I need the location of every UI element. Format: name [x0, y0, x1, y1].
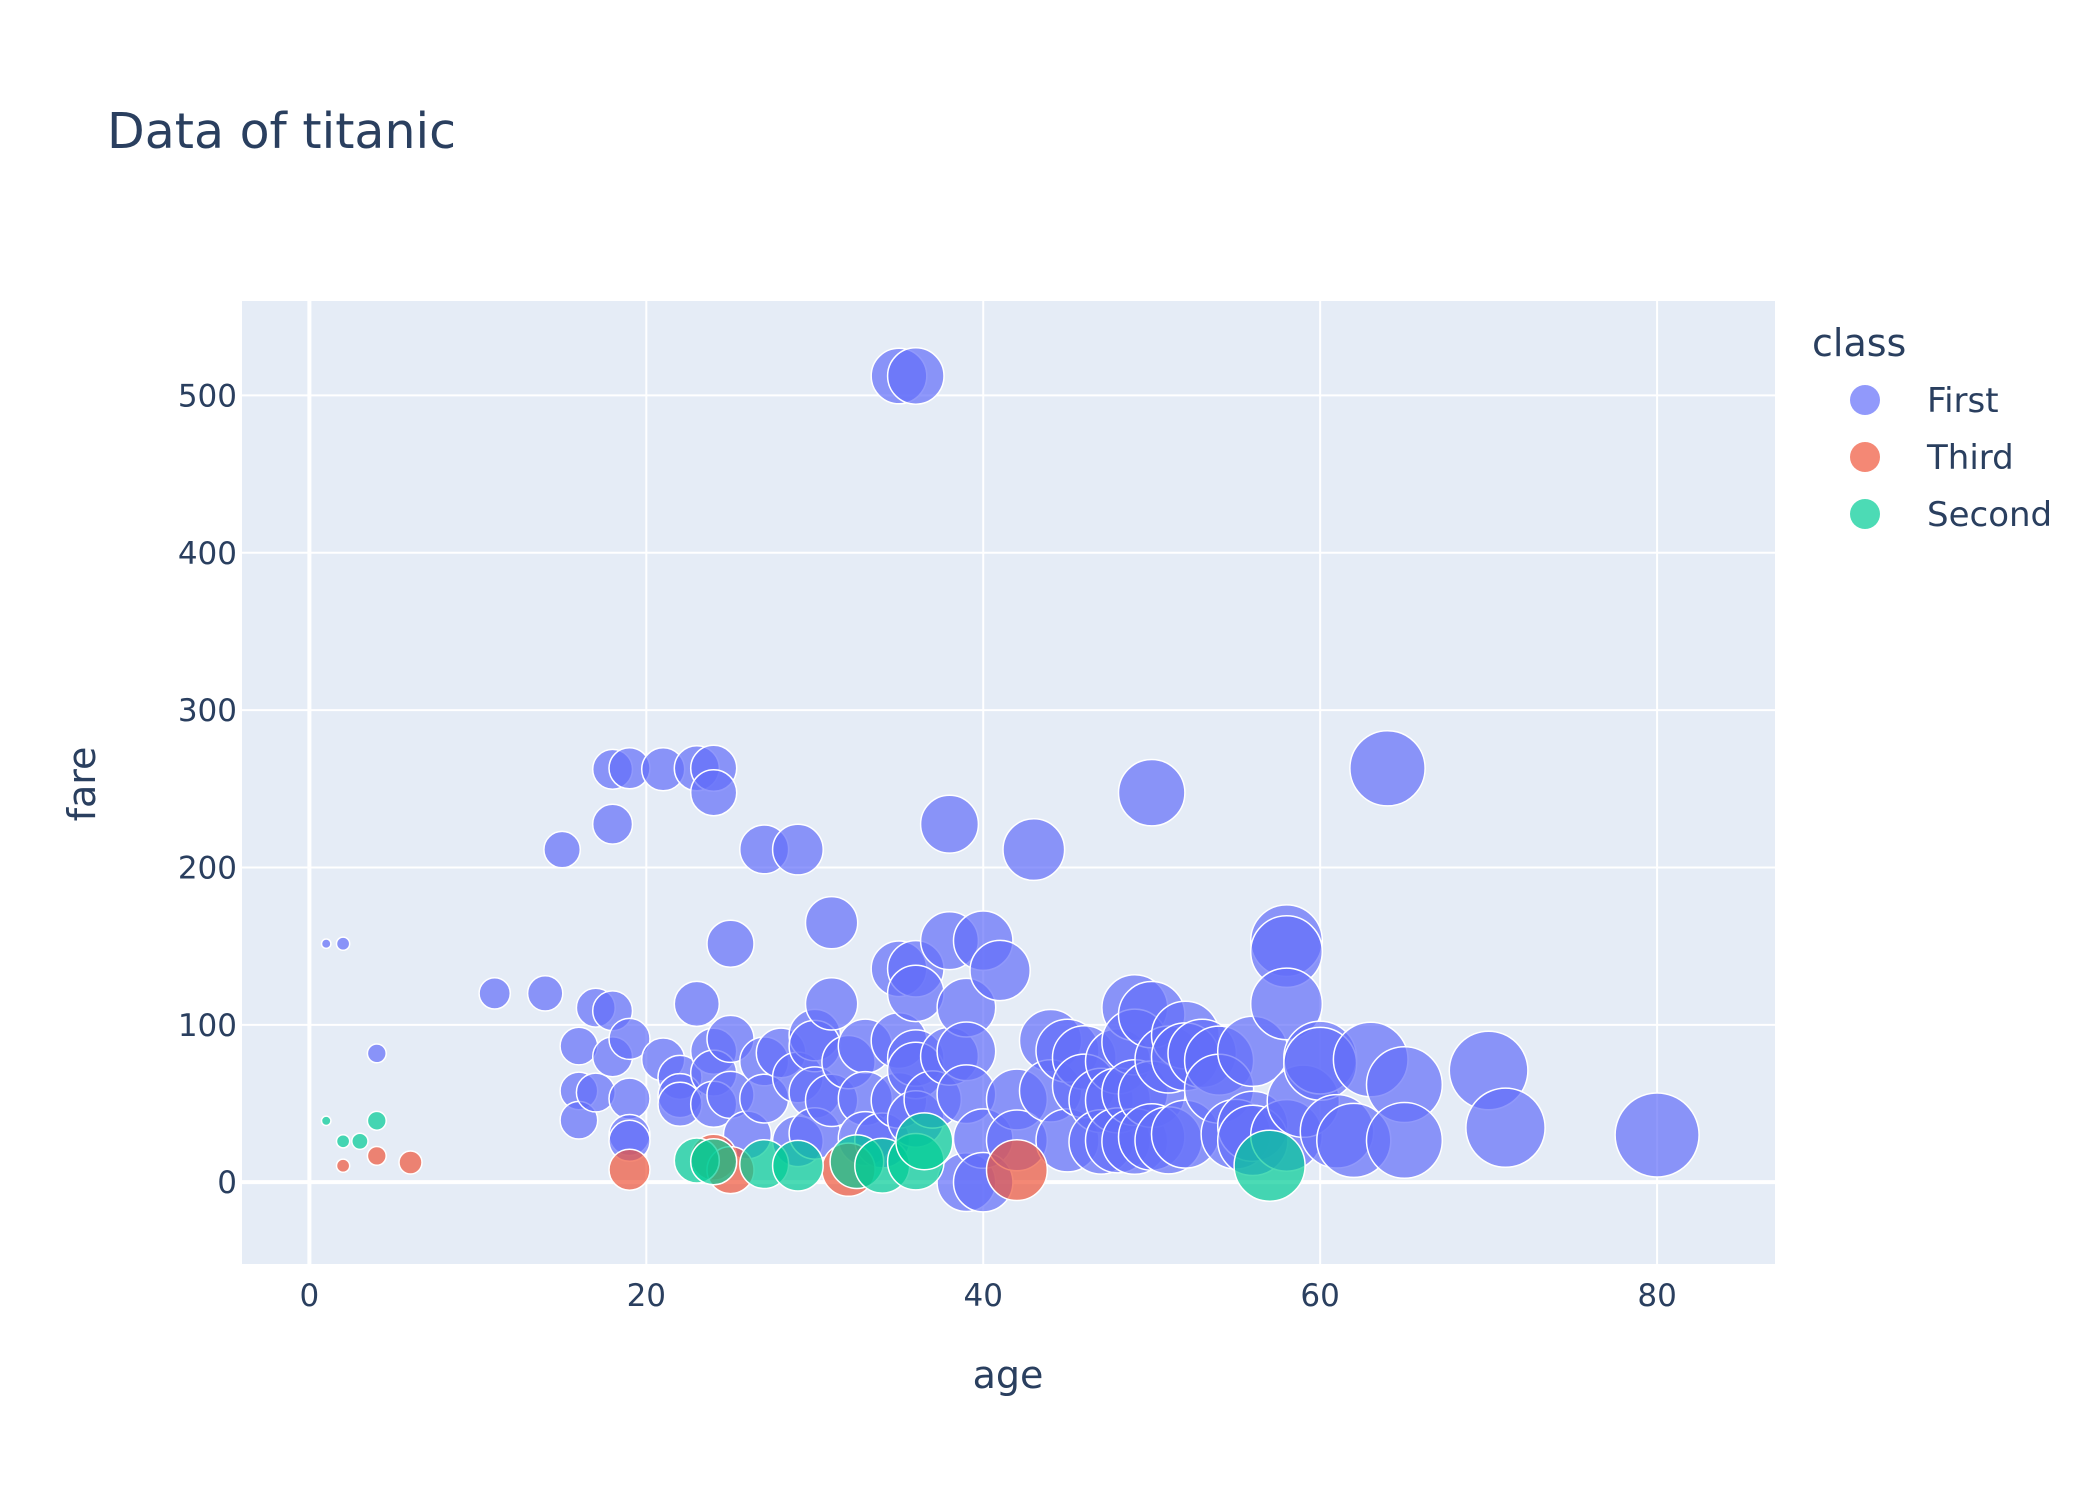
data-point[interactable]: [608, 1148, 651, 1191]
data-point[interactable]: [335, 1158, 351, 1174]
data-point[interactable]: [320, 938, 332, 950]
data-point[interactable]: [1233, 1129, 1306, 1202]
data-point[interactable]: [771, 823, 824, 876]
data-point[interactable]: [398, 1150, 423, 1175]
data-point[interactable]: [1614, 1092, 1700, 1178]
legend: class First Third Second: [1812, 321, 2052, 535]
legend-label: Second: [1927, 495, 2052, 535]
data-point[interactable]: [771, 1139, 824, 1192]
legend-marker: [1850, 442, 1880, 472]
data-point[interactable]: [351, 1132, 369, 1151]
data-point[interactable]: [969, 939, 1031, 1002]
data-point[interactable]: [804, 977, 859, 1031]
y-axis-title: fare: [60, 747, 104, 822]
data-point[interactable]: [1002, 818, 1066, 882]
data-point[interactable]: [1365, 1101, 1444, 1180]
data-point[interactable]: [608, 1077, 651, 1120]
x-tick-label: 80: [1637, 1278, 1676, 1314]
chart-title: Data of titanic: [107, 103, 456, 160]
y-tick-label: 400: [178, 536, 237, 572]
data-point[interactable]: [886, 347, 945, 405]
data-point[interactable]: [706, 919, 755, 968]
y-tick-label: 100: [178, 1008, 237, 1044]
markers[interactable]: [320, 347, 1700, 1213]
data-point[interactable]: [366, 1110, 387, 1131]
data-point[interactable]: [559, 1026, 599, 1066]
series-first: [320, 347, 1700, 1213]
legend-label: First: [1927, 381, 1999, 421]
legend-label: Third: [1926, 438, 2014, 478]
x-axis-title: age: [973, 1353, 1044, 1397]
data-point[interactable]: [320, 1115, 332, 1127]
x-axis-ticks: 0 20 40 60 80: [300, 1278, 1677, 1314]
data-point[interactable]: [1249, 967, 1324, 1041]
y-axis-ticks: 0 100 200 300 400 500: [178, 378, 237, 1201]
legend-marker: [1850, 385, 1880, 415]
data-point[interactable]: [919, 794, 980, 854]
data-point[interactable]: [886, 964, 945, 1023]
x-tick-label: 60: [1300, 1278, 1339, 1314]
data-point[interactable]: [543, 830, 582, 869]
data-point[interactable]: [673, 980, 721, 1028]
data-point[interactable]: [1349, 729, 1426, 807]
x-tick-label: 20: [627, 1278, 666, 1314]
x-tick-label: 40: [964, 1278, 1003, 1314]
series-second: [320, 1110, 1306, 1202]
y-tick-label: 200: [178, 850, 237, 886]
data-point[interactable]: [335, 1133, 351, 1149]
data-point[interactable]: [608, 1017, 651, 1061]
legend-item-first[interactable]: First: [1850, 381, 1999, 421]
data-point[interactable]: [1117, 758, 1186, 827]
data-point[interactable]: [366, 1145, 387, 1167]
y-tick-label: 300: [178, 693, 237, 729]
legend-title: class: [1812, 321, 1906, 365]
legend-marker: [1850, 499, 1880, 529]
y-tick-label: 0: [217, 1165, 237, 1201]
data-point[interactable]: [804, 895, 859, 950]
data-point[interactable]: [689, 768, 738, 817]
y-tick-label: 500: [178, 378, 237, 414]
data-point[interactable]: [526, 975, 564, 1012]
data-point[interactable]: [985, 1138, 1049, 1202]
data-point[interactable]: [689, 1137, 738, 1186]
data-point[interactable]: [895, 1112, 954, 1171]
x-tick-label: 0: [300, 1278, 320, 1314]
legend-item-third[interactable]: Third: [1850, 438, 2014, 478]
data-point[interactable]: [1465, 1087, 1546, 1169]
data-point[interactable]: [591, 803, 634, 845]
data-point[interactable]: [478, 977, 512, 1010]
data-point[interactable]: [335, 936, 351, 952]
legend-item-second[interactable]: Second: [1850, 495, 2052, 535]
data-point[interactable]: [366, 1043, 387, 1064]
